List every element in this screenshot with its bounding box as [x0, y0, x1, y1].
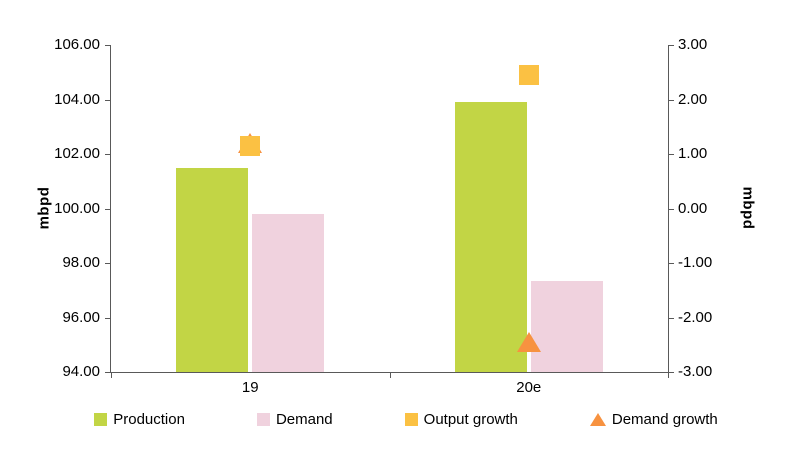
- y-axis-left-tick: [105, 372, 111, 373]
- y-axis-right-tick: [668, 263, 674, 264]
- y-axis-right-tick: [668, 317, 674, 319]
- left-axis-title: mbpd: [35, 186, 53, 230]
- y-axis-right-tick-label: 0.00: [678, 199, 708, 217]
- y-axis-left-tick: [105, 154, 111, 155]
- legend-swatch-demand-growth: [589, 413, 606, 426]
- marker-output-growth: [518, 64, 539, 85]
- y-axis-right-tick-label: -3.00: [678, 363, 713, 380]
- legend-label-production: Production: [113, 411, 185, 428]
- x-axis-tick: [390, 372, 391, 378]
- y-axis-right-tick-label: 1.00: [678, 145, 708, 162]
- legend-item-demand-growth: Demand growth: [589, 411, 718, 428]
- y-axis-left-tick-label: 102.00: [54, 145, 100, 162]
- legend-label-demand-growth: Demand growth: [611, 411, 718, 428]
- y-axis-left-tick-label: 106.00: [54, 36, 100, 53]
- y-axis-right-tick-label: 3.00: [678, 36, 708, 53]
- legend-swatch-production: [94, 413, 108, 426]
- y-axis-left-tick: [105, 263, 111, 264]
- marker-output-growth: [240, 135, 261, 156]
- y-axis-right-tick-label: -1.00: [678, 254, 713, 271]
- x-axis-tick: [111, 372, 112, 378]
- legend-item-production: Production: [94, 411, 185, 428]
- y-axis-left-tick: [105, 208, 111, 210]
- x-axis-tick-label: 20e: [516, 379, 542, 396]
- legend: Production Demand Output growth Demand grow…: [0, 411, 812, 428]
- legend-swatch-demand: [256, 413, 270, 426]
- bar-demand: [252, 213, 325, 372]
- y-axis-left-tick-label: 96.00: [62, 308, 100, 326]
- y-axis-right-tick: [668, 99, 674, 101]
- y-axis-left-tick: [105, 99, 111, 101]
- plot-area: 106.00 104.00 102.00 100.00 98.00 96.00 94.00 3…: [54, 36, 712, 396]
- legend-item-output-growth: Output growth: [404, 411, 518, 428]
- y-axis-left-tick-label: 98.00: [62, 254, 100, 271]
- x-axis-tick-label: 19: [241, 379, 259, 396]
- y-axis-right-tick: [668, 208, 674, 210]
- y-axis-right-tick: [668, 372, 674, 373]
- y-axis-left-tick: [105, 317, 111, 319]
- bar-production: [176, 167, 249, 372]
- legend-label-output-growth: Output growth: [423, 411, 518, 428]
- y-axis-right-tick: [668, 154, 674, 155]
- y-axis-right-tick-label: -2.00: [678, 308, 713, 326]
- right-axis-title: mbpd: [739, 186, 757, 230]
- y-axis-left-tick-label: 104.00: [54, 90, 100, 108]
- y-axis-left-tick: [105, 45, 111, 46]
- y-axis-left-tick-label: 100.00: [54, 199, 100, 217]
- legend-item-demand: Demand: [256, 411, 333, 428]
- marker-demand-growth: [516, 332, 541, 353]
- y-axis-right-tick: [668, 45, 674, 46]
- legend-swatch-output-growth: [404, 413, 418, 426]
- legend-label-demand: Demand: [275, 411, 333, 428]
- bar-demand: [530, 280, 603, 372]
- x-axis-tick: [668, 372, 669, 378]
- y-axis-left-tick-label: 94.00: [62, 363, 100, 380]
- bar-production: [454, 102, 527, 372]
- y-axis-right-tick-label: 2.00: [678, 90, 708, 108]
